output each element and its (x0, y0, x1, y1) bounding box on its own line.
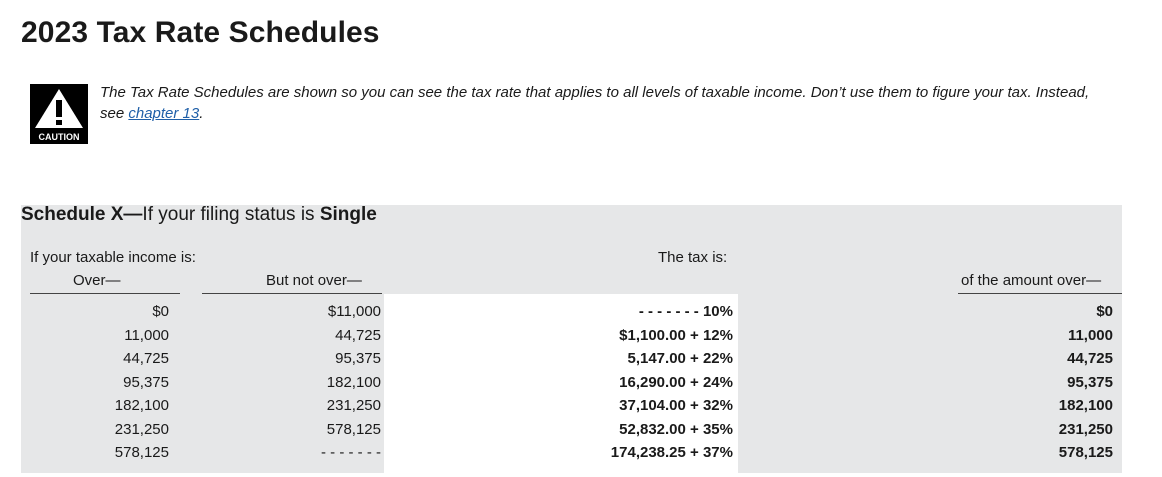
schedule-title: Schedule X—If your filing status is Sing… (21, 204, 377, 226)
caution-line2-suffix: . (199, 105, 204, 122)
cell-not-over: 578,125 (326, 420, 381, 438)
cell-not-over: 182,100 (326, 373, 381, 391)
rule-over (30, 293, 180, 294)
cell-over: 44,725 (123, 350, 169, 367)
cell-tax: 52,832.00 + 35% (619, 420, 733, 438)
header-over: Over— (73, 272, 121, 289)
cell-not-over: 95,375 (335, 350, 381, 367)
cell-over: 578,125 (114, 444, 169, 461)
cell-over: $0 (152, 303, 169, 320)
header-income: If your taxable income is: (30, 249, 196, 266)
cell-amount-over: 182,100 (1058, 397, 1113, 414)
caution-line1: The Tax Rate Schedules are shown so you … (100, 84, 1090, 101)
cell-over: 231,250 (114, 420, 169, 438)
header-tax: The tax is: (658, 249, 728, 266)
cell-not-over: $11,000 (327, 303, 381, 320)
caution-text: The Tax Rate Schedules are shown so you … (100, 82, 1130, 124)
cell-tax: 16,290.00 + 24% (619, 373, 733, 391)
rule-not-over (202, 293, 382, 294)
cell-amount-over: 578,125 (1058, 444, 1113, 461)
schedule-title-prefix: Schedule X— (21, 204, 143, 225)
cell-tax: 5,147.00 + 22% (627, 350, 733, 367)
caution-icon: CAUTION (30, 84, 88, 144)
header-not-over: But not over— (266, 272, 362, 289)
cell-tax: - - - - - - - 10% (638, 303, 733, 320)
cell-not-over: 231,250 (326, 397, 381, 414)
cell-amount-over: $0 (1096, 303, 1113, 320)
income-columns-shade (21, 294, 384, 473)
schedule-title-status: Single (319, 204, 377, 225)
cell-not-over: 44,725 (335, 326, 381, 344)
cell-amount-over: 95,375 (1067, 373, 1113, 391)
chapter-link[interactable]: chapter 13 (128, 105, 200, 122)
cell-not-over: - - - - - - - (321, 444, 381, 461)
cell-amount-over: 44,725 (1067, 350, 1113, 367)
cell-tax: $1,100.00 + 12% (619, 326, 733, 344)
caution-label: CAUTION (39, 132, 80, 142)
cell-tax: 174,238.25 + 37% (610, 444, 733, 461)
header-amount-over: of the amount over— (961, 272, 1102, 289)
cell-amount-over: 231,250 (1058, 420, 1113, 438)
cell-amount-over: 11,000 (1067, 326, 1113, 344)
rule-amount-over (958, 293, 1122, 294)
cell-tax: 37,104.00 + 32% (619, 397, 733, 414)
caution-line2-prefix: see (100, 105, 129, 122)
schedule-title-middle: If your filing status is (142, 204, 320, 225)
amount-over-shade (738, 294, 1122, 473)
cell-over: 11,000 (124, 326, 169, 344)
cell-over: 95,375 (123, 373, 169, 391)
page-title: 2023 Tax Rate Schedules (21, 16, 380, 49)
cell-over: 182,100 (114, 397, 169, 414)
schedule-header-band (21, 205, 1122, 294)
